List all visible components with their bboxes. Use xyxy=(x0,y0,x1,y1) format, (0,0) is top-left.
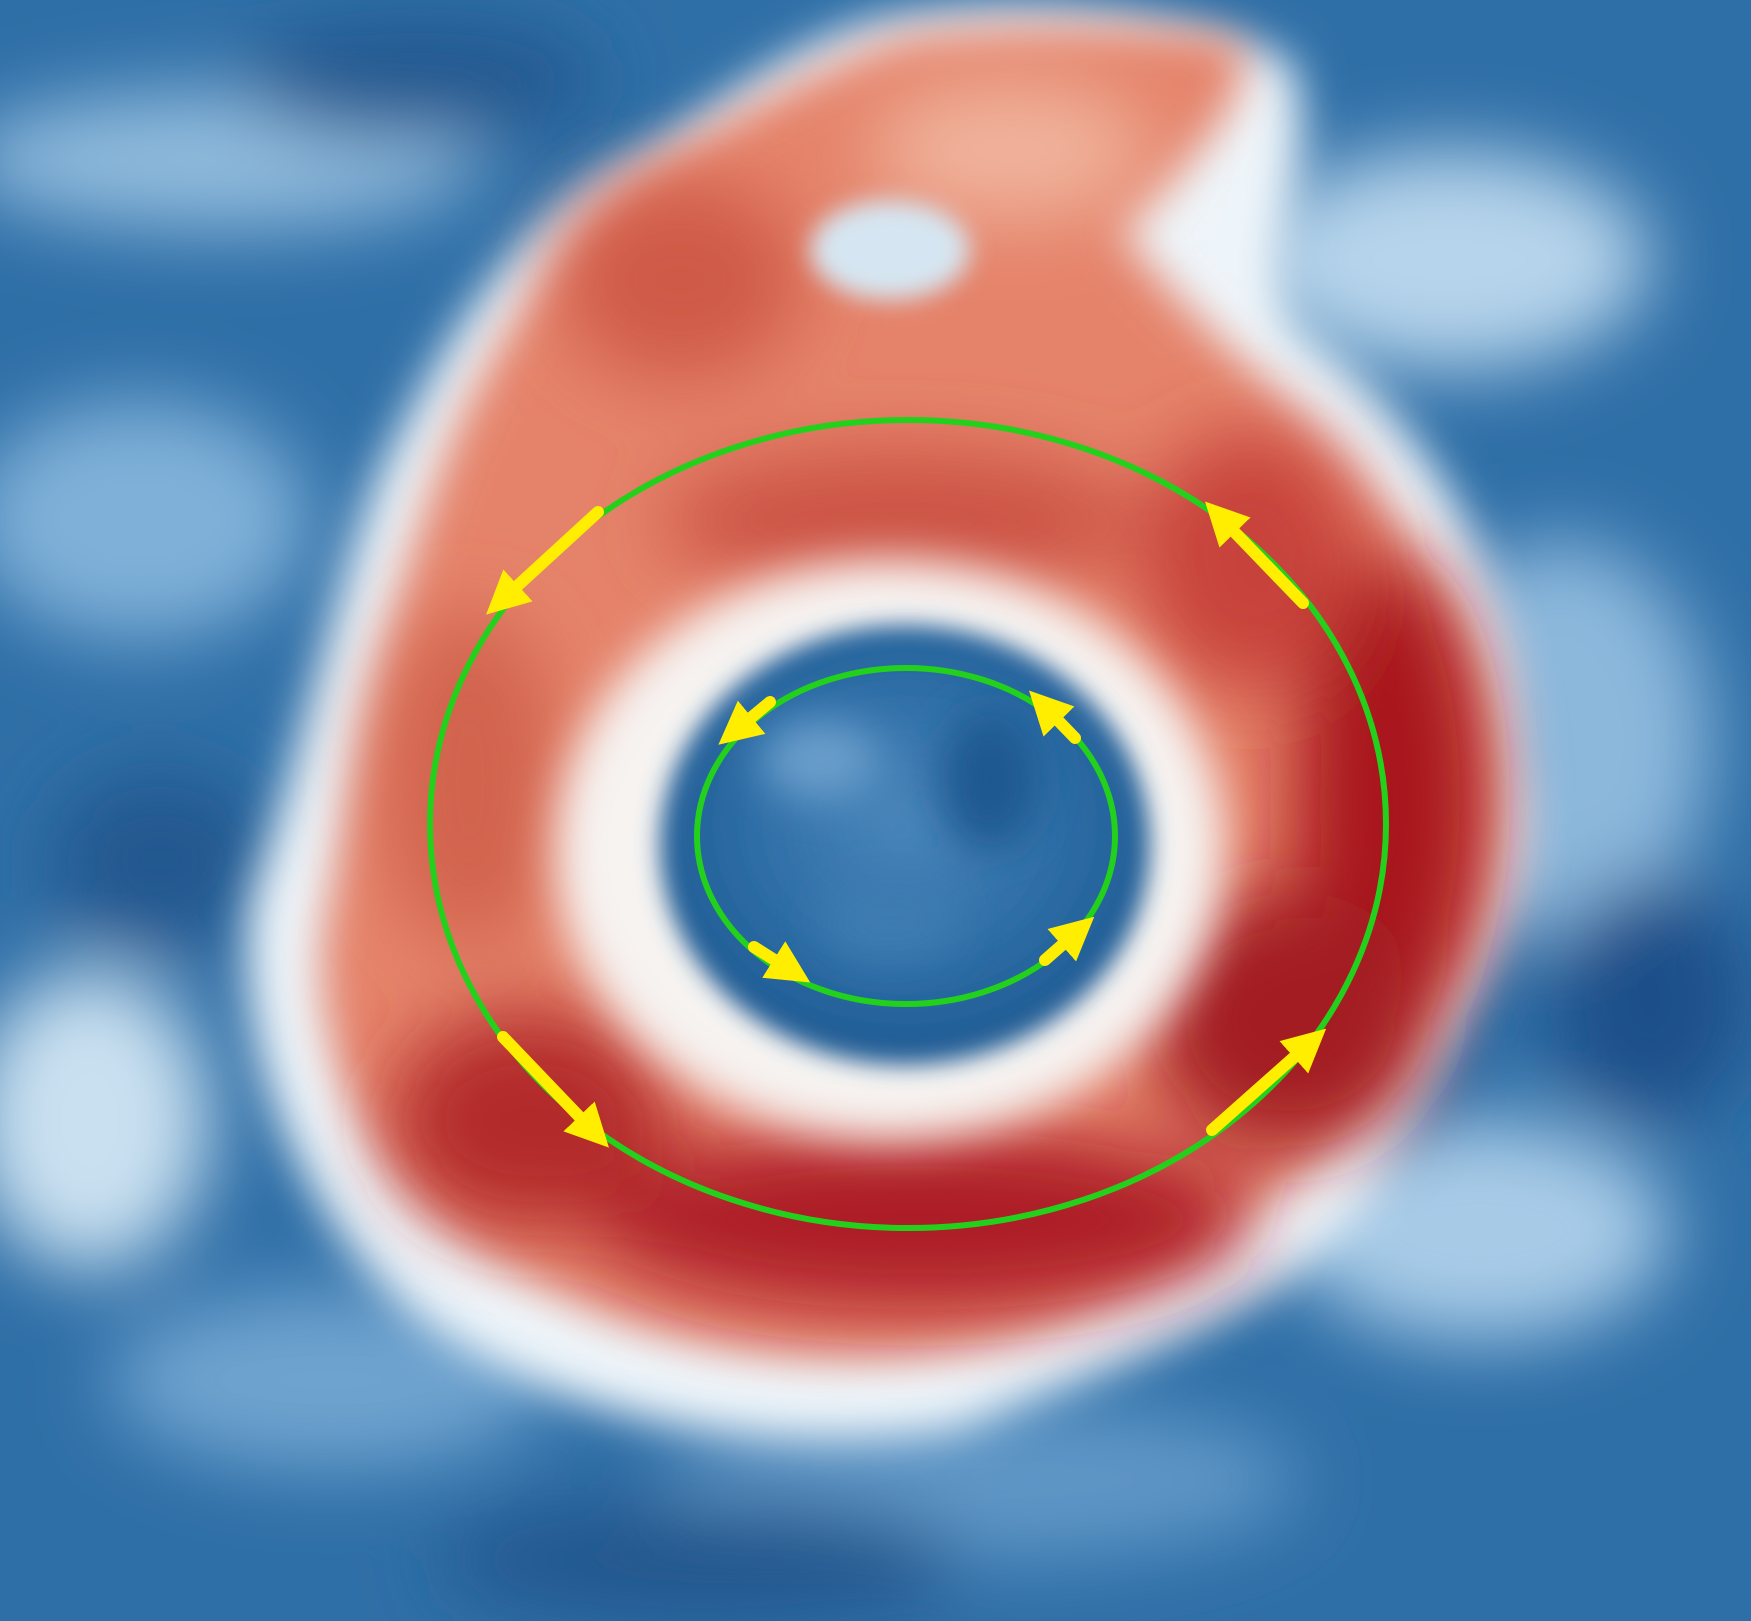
arrow-inner-upper-right xyxy=(1028,690,1081,744)
arrow-outer-upper-left xyxy=(486,506,604,615)
cold-core xyxy=(660,625,1150,1065)
upper-cold-spot xyxy=(810,200,970,300)
arrow-inner-lower-right xyxy=(1039,916,1095,966)
outer-contour-ellipse xyxy=(427,417,1389,1231)
inner-contour-ellipse xyxy=(694,665,1118,1007)
arrow-inner-lower-left xyxy=(748,941,811,983)
arrow-outer-upper-right xyxy=(1204,501,1309,609)
arrow-outer-lower-right xyxy=(1206,1028,1327,1136)
warm-ring-intensity xyxy=(380,80,1485,1310)
core-texture xyxy=(760,710,1040,960)
arrow-outer-lower-left xyxy=(497,1031,609,1148)
arrow-inner-upper-left xyxy=(718,696,776,745)
flow-arrows xyxy=(486,501,1327,1148)
